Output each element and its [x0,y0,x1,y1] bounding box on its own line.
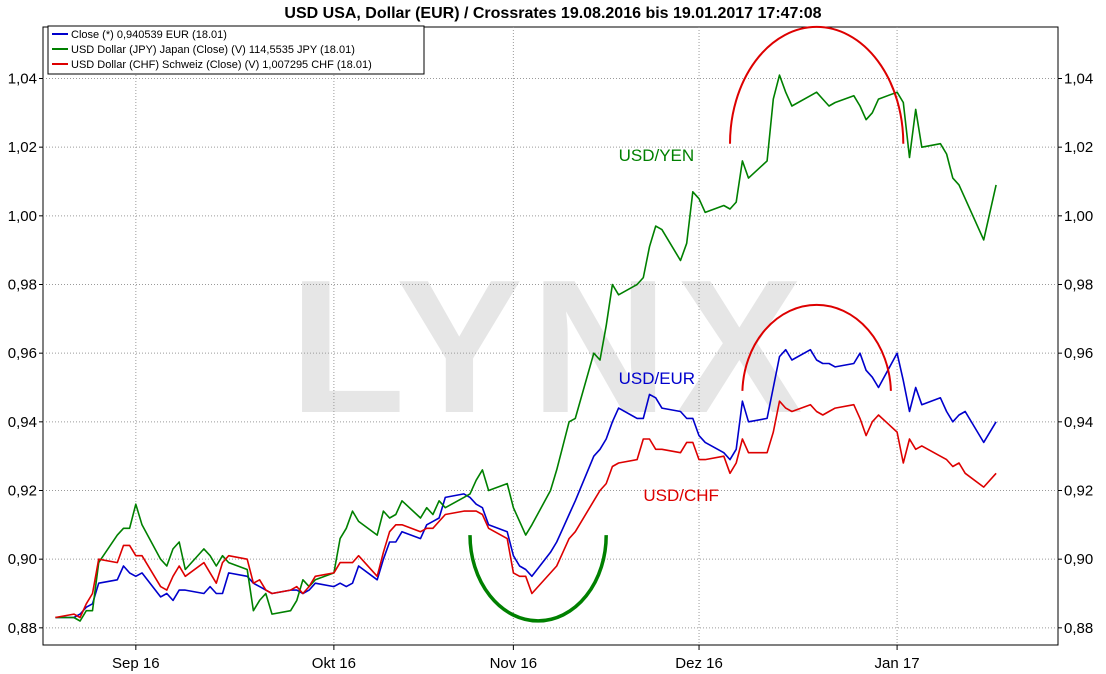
highlight-arcs [468,26,905,623]
legend-box [47,25,425,75]
y-tick-label-right: 1,00 [1064,208,1093,225]
y-tick-label-left: 0,98 [8,277,37,294]
y-tick-label-right: 0,98 [1064,277,1093,294]
y-tick-label-left: 0,92 [8,483,37,500]
y-tick-label-right: 0,94 [1064,414,1093,431]
y-axis-left: 0,88 0,90 0,92 0,94 0,96 0,98 1,00 1,02 1,04 [8,71,43,637]
y-tick-label-right: 1,02 [1064,139,1093,156]
y-tick-label-right: 0,92 [1064,483,1093,500]
legend-entry-3: USD Dollar (CHF) Schweiz (Close) (V) 1,0… [71,59,372,71]
chart-title: USD USA, Dollar (EUR) / Crossrates 19.08… [284,5,821,22]
y-tick-label-left: 0,88 [8,620,37,637]
series-annotation-3: USD/CHF [643,486,719,505]
y-tick-label-left: 0,96 [8,345,37,362]
legend: Close (*) 0,940539 EUR (18.01) USD Dollar… [47,25,425,75]
y-tick-label-left: 1,00 [8,208,37,225]
series-lines [55,74,997,622]
x-axis: Sep 16 Okt 16 Nov 16 Dez 16 Jan 17 [112,645,920,672]
legend-entry-2: USD Dollar (JPY) Japan (Close) (V) 114,5… [71,44,355,56]
y-tick-label-right: 1,04 [1064,71,1093,88]
y-tick-label-left: 1,04 [8,71,37,88]
y-tick-label-left: 1,02 [8,139,37,156]
y-tick-label-left: 0,90 [8,551,37,568]
y-tick-label-right: 0,90 [1064,551,1093,568]
series-line-3 [55,400,997,619]
lynx-watermark: LYNX [289,241,810,453]
legend-entry-1: Close (*) 0,940539 EUR (18.01) [71,29,227,41]
series-line-1 [55,348,997,619]
series-annotation-2: USD/EUR [619,369,696,388]
x-tick-label: Okt 16 [312,655,356,672]
highlight-arc-1 [468,535,608,623]
x-tick-label: Dez 16 [675,655,723,672]
x-tick-label: Jan 17 [875,655,920,672]
x-tick-label: Sep 16 [112,655,160,672]
plot-area [42,26,1059,646]
y-tick-label-left: 0,94 [8,414,37,431]
y-tick-label-right: 0,96 [1064,345,1093,362]
x-tick-label: Nov 16 [490,655,538,672]
series-annotations: USD/YEN USD/EUR USD/CHF [619,146,719,505]
highlight-arc-3 [741,303,892,391]
highlight-arc-2 [729,26,905,144]
series-annotation-1: USD/YEN [619,146,695,165]
series-line-2 [55,74,997,622]
y-tick-label-right: 0,88 [1064,620,1093,637]
y-axis-right: 0,88 0,90 0,92 0,94 0,96 0,98 1,00 1,02 1,04 [1058,71,1093,637]
